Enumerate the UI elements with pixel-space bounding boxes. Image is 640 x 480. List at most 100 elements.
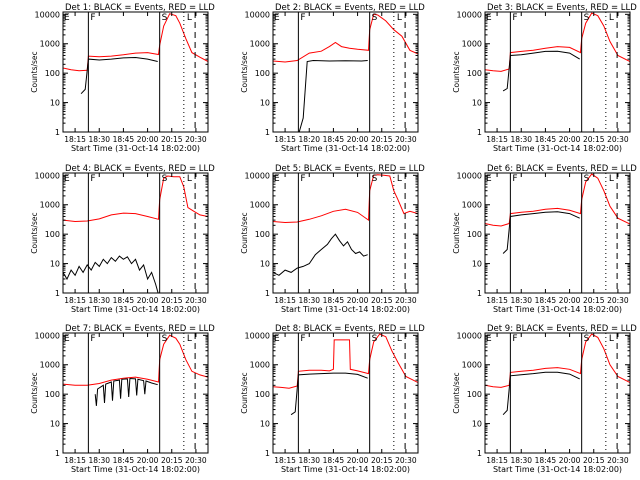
y-tick-label: 100 [45,230,60,239]
lld-series-line [485,173,630,227]
y-tick-label: 10 [260,99,270,108]
y-tick-label: 1 [477,128,482,137]
y-tick-label: 10 [260,420,270,429]
y-axis-label: Counts/sec [452,372,461,413]
x-tick-label: 20:00 [347,135,369,144]
series-group [63,175,208,293]
y-tick-label: 10 [472,420,482,429]
x-tick-label: 20:15 [161,296,183,305]
x-tick-label: 18:45 [113,135,135,144]
x-axis-label: Start Time (31-Oct-14 18:02:00) [281,465,410,474]
y-tick-label: 10000 [245,331,270,340]
y-axis-label: Counts/sec [240,212,249,253]
region-label: S [162,174,168,184]
y-axis-label: Counts/sec [240,51,249,92]
region-label: F [512,174,517,184]
region-label: F [300,334,305,344]
plot-frame [62,172,209,294]
y-tick-label: 1 [265,289,270,298]
x-tick-label: 18:15 [64,135,86,144]
region-label: F [300,174,305,184]
series-group [63,334,208,406]
series-group [63,13,208,95]
y-tick-label: 1000 [462,201,482,210]
events-series-line [94,377,158,406]
y-tick-label: 1000 [250,361,270,370]
events-series-line [290,372,368,416]
events-series-line [502,211,580,254]
y-tick-label: 1 [477,449,482,458]
y-tick-label: 10 [472,260,482,269]
y-tick-label: 10 [472,99,482,108]
plot-frame [272,332,419,454]
region-label: E [486,334,492,344]
x-tick-label: 18:45 [113,456,135,465]
region-label: S [372,13,378,23]
y-tick-label: 100 [467,390,482,399]
x-tick-label: 20:00 [137,135,159,144]
chart-panel-4: 1 10 100 1000 10000 18:15 18:30 18:45 20:00 20:15… [30,164,215,314]
events-series-line [502,371,580,416]
x-tick-label: 18:15 [274,456,296,465]
series-group [485,173,630,254]
x-tick-label: 18:15 [486,456,508,465]
series-group [485,333,630,416]
chart-panel-2: 1 10 100 1000 10000 18:15 18:20 18:45 20:00 20:15… [240,3,425,153]
chart-title: Det 7: BLACK = Events, RED = LLD [65,324,215,334]
plot-frame [272,11,419,133]
plot-frame [62,332,209,454]
x-tick-label: 20:00 [559,296,581,305]
region-label: L [609,174,614,184]
region-label: E [274,174,280,184]
x-tick-label: 20:15 [371,456,393,465]
y-axis-label: Counts/sec [240,372,249,413]
region-label: E [274,334,280,344]
region-label: F [90,334,95,344]
events-series-line [502,50,580,92]
x-tick-label: 18:45 [323,135,345,144]
x-tick-label: 18:20 [298,135,320,144]
region-label: F [300,13,305,23]
y-tick-label: 10 [260,260,270,269]
x-tick-label: 20:30 [185,296,207,305]
x-tick-label: 20:30 [395,456,417,465]
region-label: L [187,174,192,184]
region-label: E [64,13,70,23]
series-group [273,333,418,416]
x-tick-label: 18:15 [274,296,296,305]
y-tick-label: 1000 [250,201,270,210]
events-series-line [273,233,368,276]
x-tick-label: 20:30 [185,135,207,144]
series-group [273,13,418,132]
x-tick-label: 18:30 [298,296,320,305]
x-tick-label: 20:30 [395,135,417,144]
events-series-line [63,255,159,293]
chart-title: Det 1: BLACK = Events, RED = LLD [65,3,215,13]
chart-title: Det 3: BLACK = Events, RED = LLD [487,3,637,13]
x-tick-label: 18:30 [88,296,110,305]
x-tick-label: 20:15 [371,296,393,305]
x-axis-label: Start Time (31-Oct-14 18:02:00) [71,465,200,474]
x-tick-label: 18:45 [535,296,557,305]
x-tick-label: 20:15 [583,296,605,305]
y-tick-label: 1000 [250,40,270,49]
y-tick-label: 10000 [245,10,270,19]
chart-panel-7: 1 10 100 1000 10000 18:15 18:30 18:45 20:00 20:15… [30,324,215,474]
y-tick-label: 1000 [462,40,482,49]
x-tick-label: 20:00 [347,456,369,465]
region-label: E [64,174,70,184]
x-tick-label: 18:30 [510,135,532,144]
chart-panel-1: 1 10 100 1000 10000 18:15 18:30 18:45 20:00 20:15… [30,3,215,153]
chart-title: Det 4: BLACK = Events, RED = LLD [65,164,215,174]
y-tick-label: 1 [55,449,60,458]
x-tick-label: 18:30 [88,456,110,465]
x-axis-label: Start Time (31-Oct-14 18:02:00) [493,144,622,153]
y-axis-label: Counts/sec [30,212,39,253]
x-tick-label: 18:15 [486,296,508,305]
y-tick-label: 1 [55,128,60,137]
x-tick-label: 18:45 [113,296,135,305]
x-tick-label: 20:30 [607,135,629,144]
region-label: S [584,174,590,184]
region-label: S [584,13,590,23]
